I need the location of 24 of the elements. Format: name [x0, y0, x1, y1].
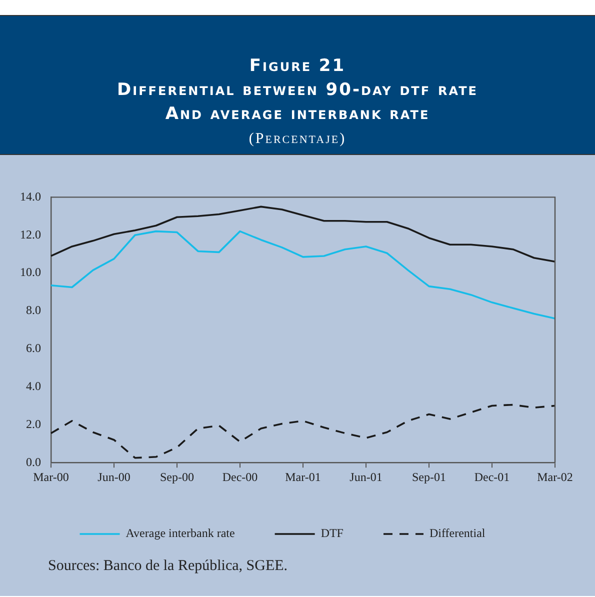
x-tick-label: Dec-01 — [474, 470, 510, 484]
y-tick-label: 4.0 — [26, 378, 41, 393]
legend-label: Differential — [429, 526, 486, 540]
y-tick-label: 10.0 — [20, 265, 41, 280]
y-tick-label: 2.0 — [26, 416, 41, 431]
x-tick-label: Jun-01 — [350, 470, 382, 484]
x-tick-label: Mar-00 — [33, 470, 69, 484]
legend-label: DTF — [320, 526, 344, 540]
y-tick-label: 6.0 — [26, 341, 41, 356]
chart-subtitle: (Percentaje) — [248, 130, 348, 149]
y-tick-label: 14.0 — [20, 189, 41, 204]
source-note: Sources: Banco de la República, SGEE. — [48, 558, 289, 575]
chart-title: Figure 21 Differential between 90-day dtf rate And average interbank rate — [116, 55, 479, 126]
x-tick-label: Sep-00 — [160, 470, 194, 484]
x-tick-label: Dec-00 — [222, 470, 258, 484]
y-tick-label: 8.0 — [26, 303, 41, 318]
y-tick-label: 0.0 — [26, 454, 41, 469]
x-tick-label: Jun-00 — [98, 470, 130, 484]
legend-label: Average interbank rate — [126, 526, 235, 540]
x-tick-label: Mar-01 — [285, 470, 321, 484]
line-series — [50, 404, 556, 459]
x-tick-label: Mar-02 — [537, 470, 573, 484]
y-tick-label: 12.0 — [20, 227, 41, 242]
x-tick-label: Sep-01 — [412, 470, 446, 484]
